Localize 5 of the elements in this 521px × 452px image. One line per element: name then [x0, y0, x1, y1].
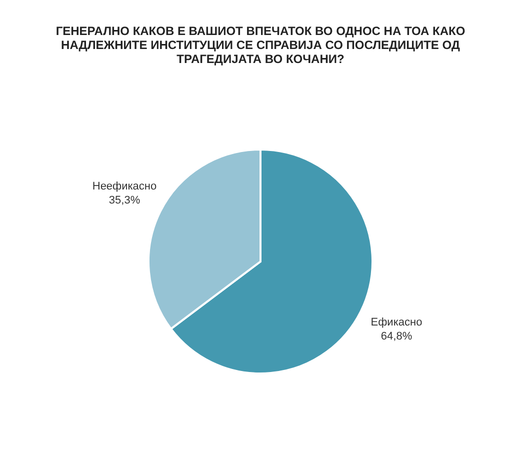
data-label: 64,8% — [380, 330, 412, 342]
data-label: 35,3% — [108, 194, 140, 207]
slice-label: Ефикасно — [370, 316, 422, 328]
slice-label: Неефикасно — [92, 180, 157, 193]
chart-title: ГЕНЕРАЛНО КАКОВ Е ВАШИОТ ВПЕЧАТОК ВО ОДНОС НА ТОА КАКО НАДЛЕЖНИТЕ ИНСТИТУЦИИ СЕ СПРАВИЈА СО ПОСЛЕДИЦИТЕ ОД ТРАГЕДИЈАТА ВО КОЧАНИ? — [56, 24, 466, 66]
